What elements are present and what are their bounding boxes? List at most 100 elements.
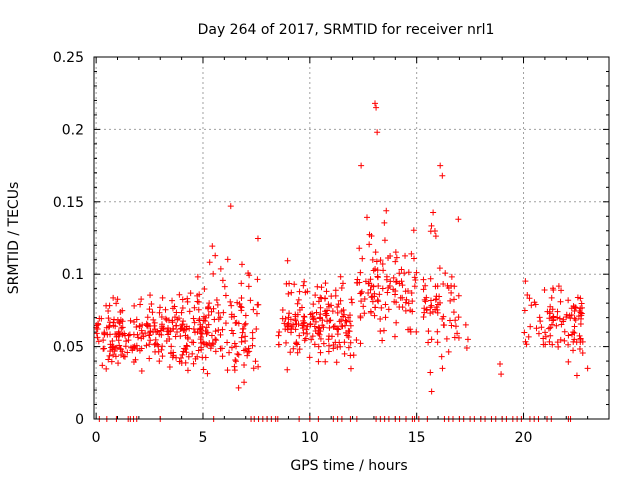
data-point <box>117 316 124 323</box>
data-point <box>350 352 357 359</box>
data-point <box>314 283 321 290</box>
data-point <box>222 320 229 327</box>
data-point <box>462 321 469 328</box>
data-point <box>523 341 530 348</box>
data-point <box>325 348 332 355</box>
data-point <box>143 342 150 349</box>
data-point <box>106 352 113 359</box>
data-point <box>405 326 412 333</box>
data-point <box>565 297 572 304</box>
data-point <box>442 270 449 277</box>
data-point <box>353 337 360 344</box>
data-point <box>367 276 374 283</box>
data-point <box>377 257 384 264</box>
data-point <box>228 327 235 334</box>
data-point <box>178 325 185 332</box>
data-point <box>189 350 196 357</box>
data-point <box>360 303 367 310</box>
data-point <box>565 332 572 339</box>
data-point <box>231 340 238 347</box>
data-point <box>524 292 531 299</box>
data-point <box>183 323 190 330</box>
data-point <box>338 284 345 291</box>
data-point <box>339 313 346 320</box>
data-point <box>568 331 575 338</box>
data-point <box>130 343 137 350</box>
data-point <box>366 241 373 248</box>
data-point <box>184 295 191 302</box>
data-point <box>116 320 123 327</box>
data-point <box>113 300 120 307</box>
data-point <box>370 283 377 290</box>
x-tick-label: 0 <box>92 430 101 446</box>
data-point <box>557 298 564 305</box>
data-point <box>94 325 101 332</box>
data-point <box>284 257 291 264</box>
data-point <box>301 314 308 321</box>
data-point <box>396 303 403 310</box>
data-point <box>428 302 435 309</box>
data-point <box>334 344 341 351</box>
data-point <box>101 330 108 337</box>
data-point <box>397 294 404 301</box>
data-point <box>250 306 257 313</box>
data-point <box>233 343 240 350</box>
data-point <box>112 323 119 330</box>
data-point <box>249 342 256 349</box>
data-point <box>185 353 192 360</box>
data-point <box>392 258 399 265</box>
data-point <box>182 332 189 339</box>
data-point <box>290 345 297 352</box>
data-point <box>93 330 100 337</box>
data-point <box>571 315 578 322</box>
data-point <box>191 304 198 311</box>
data-point <box>219 277 226 284</box>
data-point <box>451 296 458 303</box>
data-point <box>241 361 248 368</box>
data-point <box>317 304 324 311</box>
data-point <box>227 298 234 305</box>
data-point <box>212 348 219 355</box>
data-point <box>300 317 307 324</box>
data-point <box>332 287 339 294</box>
data-point <box>194 292 201 299</box>
data-point <box>239 329 246 336</box>
data-point <box>226 349 233 356</box>
data-point <box>214 301 221 308</box>
data-point <box>253 326 260 333</box>
data-point <box>555 283 562 290</box>
data-point <box>521 329 528 336</box>
data-point <box>322 358 329 365</box>
data-point <box>521 307 528 314</box>
data-point <box>558 321 565 328</box>
data-point <box>439 315 446 322</box>
data-point <box>379 285 386 292</box>
data-point <box>94 334 101 341</box>
data-point <box>311 341 318 348</box>
data-point <box>254 301 261 308</box>
data-point <box>437 299 444 306</box>
data-point <box>315 343 322 350</box>
data-point <box>577 321 584 328</box>
data-point <box>159 343 166 350</box>
data-point <box>210 305 217 312</box>
data-point <box>448 289 455 296</box>
data-point <box>339 323 346 330</box>
data-point <box>105 315 112 322</box>
data-point <box>231 367 238 374</box>
data-point <box>158 346 165 353</box>
data-point <box>440 280 447 287</box>
data-point <box>382 314 389 321</box>
data-point <box>372 304 379 311</box>
data-point <box>195 306 202 313</box>
data-point <box>192 355 199 362</box>
data-point <box>184 367 191 374</box>
data-point <box>183 349 190 356</box>
data-point <box>104 331 111 338</box>
data-point <box>337 273 344 280</box>
data-point <box>204 370 211 377</box>
data-point <box>123 338 130 345</box>
data-point <box>434 328 441 335</box>
data-point <box>204 304 211 311</box>
data-point <box>326 317 333 324</box>
